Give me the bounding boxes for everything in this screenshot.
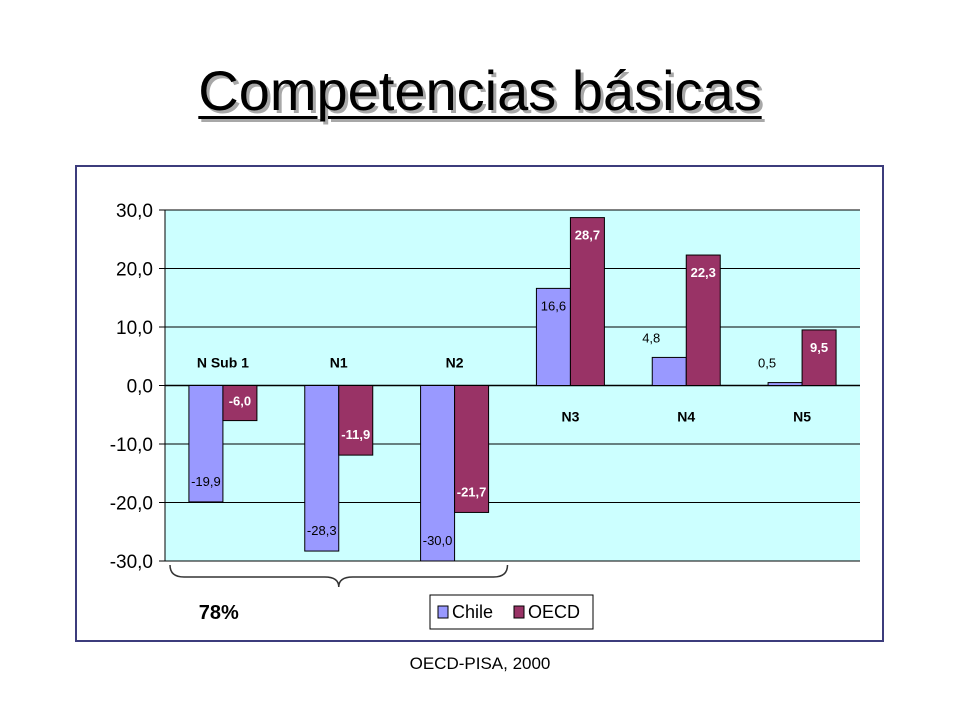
bar-oecd (454, 385, 490, 513)
bar-chile (188, 385, 224, 503)
y-axis: 30,0 20,0 10,0 0,0 -10,0 -20,0 -30,0 (110, 201, 166, 573)
data-label: -28,3 (307, 523, 337, 538)
bar-oecd (569, 217, 605, 387)
data-label: -30,0 (423, 533, 453, 548)
y-tick-label: -20,0 (110, 494, 153, 515)
annotation: 78% (169, 564, 509, 624)
data-labels: -19,9 -6,0 -28,3 -11,9 -30,0 -21,7 16,6 28,7 4,8… (191, 228, 828, 548)
bar-oecd (338, 385, 374, 456)
data-label: -11,9 (341, 427, 370, 442)
y-tick-label: 10,0 (116, 318, 153, 339)
legend: Chile OECD (429, 594, 594, 630)
bar-chile (304, 385, 340, 552)
brace-shape (169, 564, 509, 588)
y-tick-label: 0,0 (127, 377, 153, 398)
bar-oecd (685, 254, 721, 386)
legend-swatch-chile (437, 605, 449, 619)
y-tick-label: 30,0 (116, 201, 153, 222)
annotation-text: 78% (199, 602, 239, 624)
bar-chile (767, 382, 803, 386)
chart-frame: 30,0 20,0 10,0 0,0 -10,0 -20,0 -30,0 -19,9 -6,0… (75, 165, 884, 642)
gridlines (165, 209, 860, 562)
y-tick-label: -30,0 (110, 552, 153, 573)
data-label: 4,8 (642, 330, 660, 345)
bar-chart: 30,0 20,0 10,0 0,0 -10,0 -20,0 -30,0 -19,9 -6,0… (110, 201, 860, 630)
data-label: 0,5 (758, 356, 776, 371)
bar-oecd (222, 385, 258, 422)
data-label: 28,7 (575, 228, 600, 243)
category-label: N3 (561, 409, 579, 425)
data-label: -19,9 (191, 474, 221, 489)
data-label: -21,7 (457, 484, 487, 499)
data-label: 9,5 (810, 340, 828, 355)
data-label: 22,3 (691, 265, 716, 280)
legend-box (429, 594, 594, 630)
category-label: N5 (793, 409, 811, 425)
data-label: 16,6 (541, 298, 566, 313)
source-footnote: OECD-PISA, 2000 (409, 654, 551, 673)
legend-swatch-oecd (513, 605, 525, 619)
legend-label-chile: Chile (452, 602, 493, 622)
category-labels: N Sub 1 N1 N2 N3 N4 N5 (197, 355, 811, 425)
category-label: N Sub 1 (197, 355, 249, 371)
bar-oecd (801, 329, 837, 387)
bar-chile (651, 356, 687, 386)
y-tick-label: -10,0 (110, 435, 153, 456)
category-label: N4 (677, 409, 695, 425)
y-tick-label: 20,0 (116, 260, 153, 281)
category-label: N1 (330, 355, 348, 371)
bars (188, 217, 837, 562)
legend-label-oecd: OECD (528, 602, 580, 622)
page-title: Competencias básicas (198, 59, 762, 122)
category-label: N2 (446, 355, 464, 371)
data-label: -6,0 (229, 394, 251, 409)
